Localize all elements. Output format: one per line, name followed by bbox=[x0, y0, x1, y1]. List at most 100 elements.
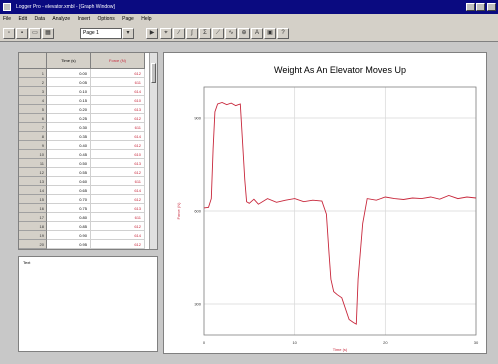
cell-force[interactable]: 612 bbox=[91, 114, 145, 123]
cell-time[interactable]: 0.40 bbox=[47, 141, 91, 150]
y-tick-label: 900 bbox=[194, 116, 201, 121]
row-number: 11 bbox=[19, 159, 47, 168]
curve-fit-icon[interactable]: ∿ bbox=[225, 28, 237, 39]
chart-title: Weight As An Elevator Moves Up bbox=[274, 65, 406, 75]
page-select[interactable]: Page 1 bbox=[80, 28, 122, 39]
cell-time[interactable]: 0.85 bbox=[47, 222, 91, 231]
autoscale-icon[interactable]: A bbox=[251, 28, 263, 39]
linear-fit-icon[interactable]: ⟋ bbox=[212, 28, 224, 39]
cell-time[interactable]: 0.65 bbox=[47, 186, 91, 195]
cell-time[interactable]: 0.10 bbox=[47, 87, 91, 96]
cell-force[interactable]: 612 bbox=[91, 195, 145, 204]
table-icon[interactable]: ▦ bbox=[42, 28, 54, 39]
save-icon[interactable]: ▪ bbox=[16, 28, 28, 39]
cell-time[interactable]: 0.50 bbox=[47, 159, 91, 168]
cell-time[interactable]: 0.00 bbox=[47, 69, 91, 78]
cell-force[interactable]: 614 bbox=[91, 231, 145, 240]
text-pane[interactable]: Text bbox=[18, 256, 158, 352]
page-dropdown-icon[interactable]: ▾ bbox=[122, 28, 134, 39]
data-table[interactable]: Time (s) Force (N) 1 0.00 612 2 0.05 611 3 0.10… bbox=[18, 52, 158, 250]
y-tick-label: 300 bbox=[194, 302, 201, 307]
cell-force[interactable]: 614 bbox=[91, 132, 145, 141]
cell-force[interactable]: 610 bbox=[91, 150, 145, 159]
column-header-force[interactable]: Force (N) bbox=[91, 53, 145, 69]
table-scrollbar[interactable] bbox=[149, 53, 157, 249]
examine-icon[interactable]: ⌖ bbox=[160, 28, 172, 39]
row-number: 17 bbox=[19, 213, 47, 222]
menu-options[interactable]: Options bbox=[97, 16, 115, 22]
cell-force[interactable]: 613 bbox=[91, 105, 145, 114]
menu-edit[interactable]: Edit bbox=[18, 16, 28, 22]
x-axis-label: Time (s) bbox=[333, 347, 348, 352]
cell-time[interactable]: 0.45 bbox=[47, 150, 91, 159]
cell-time[interactable]: 0.35 bbox=[47, 132, 91, 141]
row-number: 12 bbox=[19, 168, 47, 177]
scrollbar-thumb[interactable] bbox=[151, 63, 156, 83]
cell-time[interactable]: 0.80 bbox=[47, 213, 91, 222]
cell-force[interactable]: 613 bbox=[91, 204, 145, 213]
open-file-icon[interactable]: ▫ bbox=[3, 28, 15, 39]
cell-force[interactable]: 611 bbox=[91, 78, 145, 87]
cell-time[interactable]: 0.30 bbox=[47, 123, 91, 132]
column-header-time[interactable]: Time (s) bbox=[47, 53, 91, 69]
cell-time[interactable]: 0.60 bbox=[47, 177, 91, 186]
row-number: 14 bbox=[19, 186, 47, 195]
cell-force[interactable]: 612 bbox=[91, 222, 145, 231]
cell-force[interactable]: 613 bbox=[91, 159, 145, 168]
cell-time[interactable]: 0.55 bbox=[47, 168, 91, 177]
statistics-icon[interactable]: Σ bbox=[199, 28, 211, 39]
window-title: Logger Pro - elevator.xmbl - [Graph Wind… bbox=[16, 4, 115, 10]
row-number: 16 bbox=[19, 204, 47, 213]
cell-force[interactable]: 611 bbox=[91, 177, 145, 186]
menu-analyze[interactable]: Analyze bbox=[52, 16, 71, 22]
menu-file[interactable]: File bbox=[3, 16, 12, 22]
graph-pane[interactable]: Weight As An Elevator Moves Up 0 10 20 30 300… bbox=[163, 52, 487, 354]
cell-force[interactable]: 614 bbox=[91, 87, 145, 96]
cell-time[interactable]: 0.70 bbox=[47, 195, 91, 204]
toolbar: ▫ ▪ ▭ ▦ Page 1 ▾ ▶ ⌖ ∕ ∫ Σ ⟋ ∿ ⊕ A ▣ ? bbox=[0, 25, 498, 42]
row-number: 9 bbox=[19, 141, 47, 150]
tangent-icon[interactable]: ∕ bbox=[173, 28, 185, 39]
cell-force[interactable]: 611 bbox=[91, 213, 145, 222]
menu-page[interactable]: Page bbox=[122, 16, 134, 22]
row-number: 1 bbox=[19, 69, 47, 78]
menu-help[interactable]: Help bbox=[141, 16, 152, 22]
cell-time[interactable]: 0.05 bbox=[47, 78, 91, 87]
zoom-icon[interactable]: ⊕ bbox=[238, 28, 250, 39]
cell-time[interactable]: 0.95 bbox=[47, 240, 91, 249]
collect-icon[interactable]: ▶ bbox=[146, 28, 158, 39]
cell-time[interactable]: 0.15 bbox=[47, 96, 91, 105]
table-corner bbox=[19, 53, 47, 69]
menu-insert[interactable]: Insert bbox=[77, 16, 91, 22]
help-icon[interactable]: ? bbox=[277, 28, 289, 39]
print-icon[interactable]: ▭ bbox=[29, 28, 41, 39]
integral-icon[interactable]: ∫ bbox=[186, 28, 198, 39]
row-number: 7 bbox=[19, 123, 47, 132]
row-number: 4 bbox=[19, 96, 47, 105]
cell-time[interactable]: 0.90 bbox=[47, 231, 91, 240]
cell-force[interactable]: 611 bbox=[91, 123, 145, 132]
row-number: 15 bbox=[19, 195, 47, 204]
x-tick-label: 20 bbox=[383, 340, 388, 345]
minimize-button[interactable] bbox=[466, 3, 475, 11]
series-line bbox=[203, 102, 477, 325]
cell-time[interactable]: 0.20 bbox=[47, 105, 91, 114]
menu-data[interactable]: Data bbox=[34, 16, 46, 22]
row-number: 18 bbox=[19, 222, 47, 231]
cell-force[interactable]: 612 bbox=[91, 69, 145, 78]
cell-force[interactable]: 612 bbox=[91, 168, 145, 177]
cell-force[interactable]: 612 bbox=[91, 240, 145, 249]
cell-force[interactable]: 612 bbox=[91, 141, 145, 150]
title-bar[interactable]: Logger Pro - elevator.xmbl - [Graph Wind… bbox=[0, 0, 498, 14]
x-tick-label: 0 bbox=[203, 340, 206, 345]
text-pane-label: Text bbox=[23, 260, 31, 265]
maximize-button[interactable] bbox=[476, 3, 485, 11]
cell-time[interactable]: 0.25 bbox=[47, 114, 91, 123]
close-button[interactable] bbox=[487, 3, 496, 11]
graph-options-icon[interactable]: ▣ bbox=[264, 28, 276, 39]
cell-time[interactable]: 0.75 bbox=[47, 204, 91, 213]
cell-force[interactable]: 614 bbox=[91, 186, 145, 195]
cell-force[interactable]: 610 bbox=[91, 96, 145, 105]
graph[interactable]: Weight As An Elevator Moves Up 0 10 20 30 300… bbox=[164, 53, 486, 353]
y-axis-label: Force (N) bbox=[176, 202, 181, 220]
